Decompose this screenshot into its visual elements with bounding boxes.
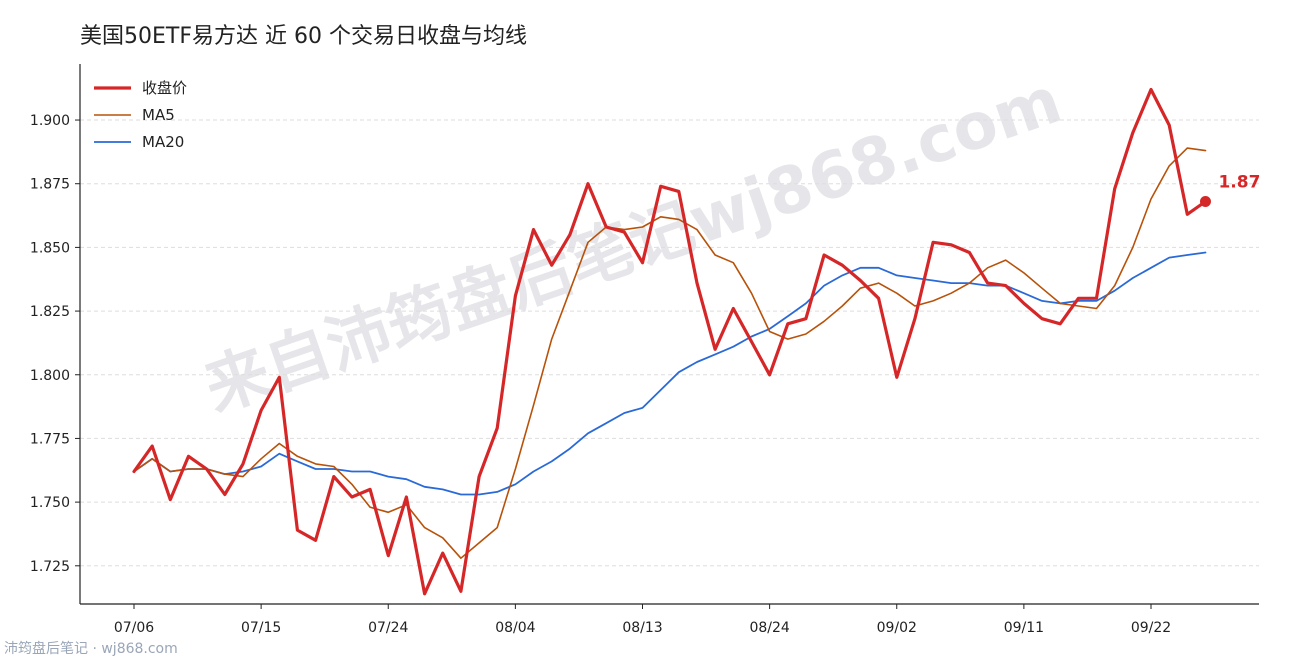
series-line-close: [132, 87, 1208, 596]
y-tick-label: 1.725: [30, 559, 70, 575]
footer-credit: 沛筠盘后笔记 · wj868.com: [4, 641, 178, 657]
y-tick-label: 1.800: [30, 368, 70, 384]
legend-label-close: 收盘价: [142, 79, 187, 97]
y-tick-label: 1.750: [30, 495, 70, 511]
x-tick-label: 08/24: [749, 620, 789, 636]
y-tick-label: 1.825: [30, 304, 70, 320]
x-tick-label: 07/15: [241, 620, 281, 636]
y-tick-label: 1.775: [30, 431, 70, 447]
chart-title: 美国50ETF易方达 近 60 个交易日收盘与均线: [80, 24, 527, 49]
y-tick-label: 1.850: [30, 240, 70, 256]
y-tick-label: 1.900: [30, 113, 70, 129]
series-line-ma20: [133, 251, 1207, 496]
legend-label-ma5: MA5: [142, 106, 175, 124]
series-line-ma5: [133, 147, 1207, 560]
x-tick-label: 09/02: [877, 620, 917, 636]
x-tick-label: 08/13: [622, 620, 662, 636]
y-tick-label: 1.875: [30, 177, 70, 193]
x-tick-label: 07/24: [368, 620, 408, 636]
x-tick-label: 08/04: [495, 620, 535, 636]
x-tick-label: 09/22: [1131, 620, 1171, 636]
x-tick-label: 07/06: [114, 620, 154, 636]
last-close-label: 1.87: [1218, 173, 1260, 193]
last-close-marker: [1199, 196, 1211, 208]
legend-label-ma20: MA20: [142, 133, 184, 151]
x-tick-label: 09/11: [1004, 620, 1044, 636]
